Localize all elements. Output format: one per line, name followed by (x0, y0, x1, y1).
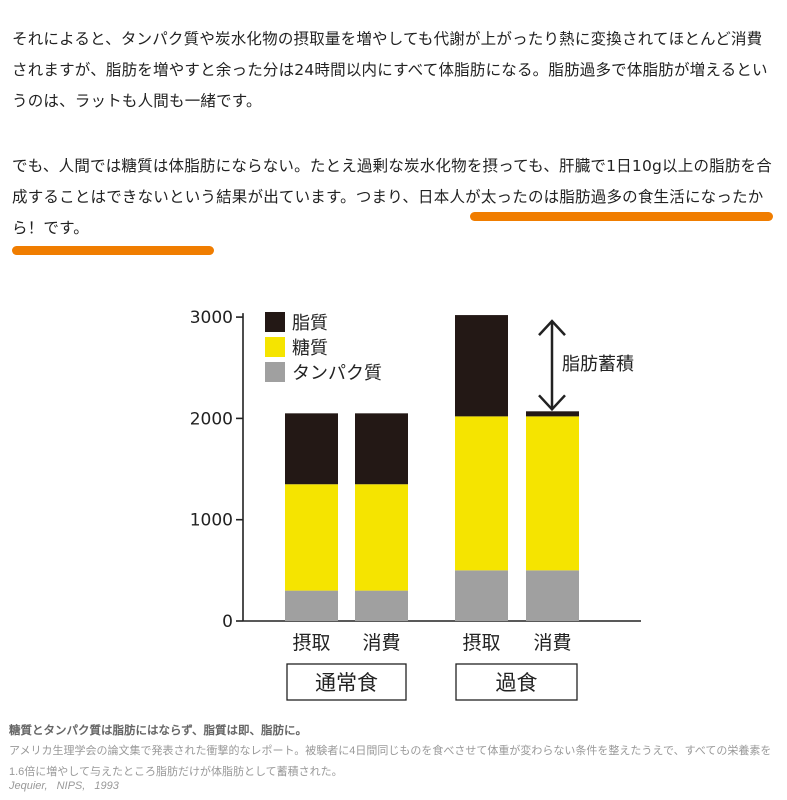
group-label: 通常食 (315, 671, 378, 695)
bar-segment-sugar (355, 484, 408, 591)
x-tick-label: 摂取 (292, 632, 330, 654)
fat-accumulation-annotation: 脂肪蓄積 (538, 319, 634, 412)
bar-segment-protein (526, 570, 579, 621)
bar-segment-protein (455, 570, 508, 621)
orange-underline-2 (12, 246, 214, 255)
caption-title: 糖質とタンパク質は脂肪にはならず、脂質は即、脂肪に。 (9, 725, 307, 737)
bar-segment-fat (285, 413, 338, 485)
bar-segment-protein (355, 590, 408, 621)
y-tick-label: 1000 (190, 511, 233, 531)
bar-segment-sugar (455, 416, 508, 571)
y-tick-label: 2000 (190, 409, 233, 429)
caption-source: Jequier, NIPS, 1993 (9, 780, 119, 792)
x-tick-label: 消費 (533, 632, 571, 654)
x-tick-label: 消費 (362, 632, 400, 654)
bar-segment-fat (526, 411, 579, 417)
orange-underline-1 (470, 212, 773, 221)
annotation-arrow-head-down (538, 394, 566, 412)
annotation-label: 脂肪蓄積 (562, 354, 634, 375)
bar-segment-fat (455, 315, 508, 417)
article-paragraph-2: でも、人間では糖質は体脂肪にならない。たとえ過剰な炭水化物を摂っても、肝臓で1日… (12, 151, 777, 244)
legend-swatch (265, 312, 285, 332)
legend-label: タンパク質 (292, 363, 382, 384)
bars: 摂取 消費 摂取 消費 (285, 315, 579, 654)
y-tick-label: 0 (222, 612, 233, 632)
y-tick-label: 3000 (190, 308, 233, 328)
annotation-arrow-head-up (538, 319, 566, 336)
legend-label: 脂質 (292, 313, 328, 334)
legend-label: 糖質 (292, 338, 328, 359)
x-tick-label: 摂取 (462, 632, 500, 654)
group-label-box (286, 663, 407, 701)
bar-segment-sugar (526, 416, 579, 571)
article-paragraph-1: それによると、タンパク質や炭水化物の摂取量を増やしても代謝が上がったり熱に変換さ… (12, 30, 768, 110)
legend-swatch (265, 337, 285, 357)
group-label-box (455, 663, 578, 701)
group-labels: 通常食 過食 (286, 663, 578, 701)
caption-body: アメリカ生理学会の論文集で発表された衝撃的なレポート。被験者に4日間同じものを食… (9, 745, 772, 778)
legend-swatch (265, 362, 285, 382)
bar-segment-sugar (285, 484, 338, 591)
paragraph-2-text: でも、人間では糖質は体脂肪にならない。たとえ過剰な炭水化物を摂っても、肝臓で1日… (12, 157, 772, 206)
bar-segment-protein (285, 590, 338, 621)
bar-segment-fat (355, 413, 408, 485)
highlighted-conclusion: つまり、日本人が太ったのは脂肪過多の食生活になったから！です。 (12, 188, 764, 237)
group-label: 過食 (496, 671, 538, 695)
